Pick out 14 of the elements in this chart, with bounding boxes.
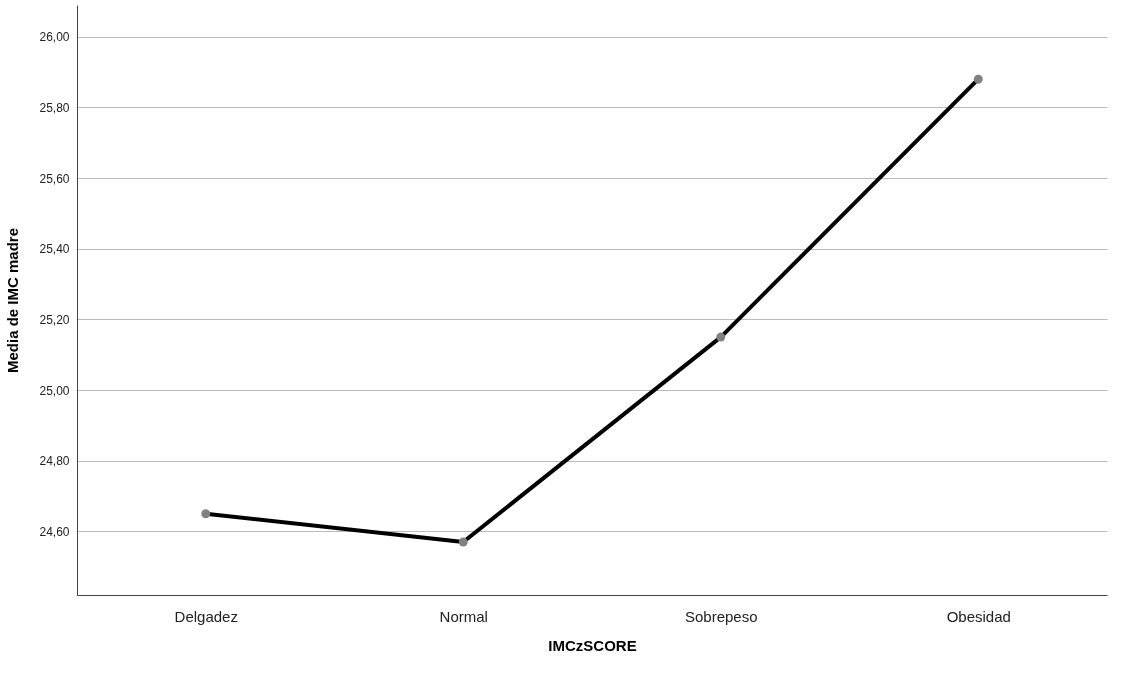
y-axis-title: Media de IMC madre [4, 227, 22, 374]
y-tick-label: 24,80 [39, 454, 70, 469]
y-tick-label: 25,00 [39, 383, 70, 398]
y-tick-label: 25,60 [39, 171, 70, 186]
x-axis-title: IMCzSCORE [548, 636, 637, 654]
y-tick-label: 26,00 [39, 30, 70, 45]
x-tick-label: Obesidad [946, 607, 1011, 625]
y-tick-label: 25,80 [39, 100, 70, 115]
y-tick-label: 25,40 [39, 242, 70, 257]
x-tick-label: Normal [439, 607, 488, 625]
x-tick-label: Sobrepeso [684, 607, 758, 625]
x-tick-label: Delgadez [174, 607, 238, 625]
y-tick-label: 25,20 [39, 312, 70, 327]
y-tick-label: 24,60 [39, 524, 70, 539]
